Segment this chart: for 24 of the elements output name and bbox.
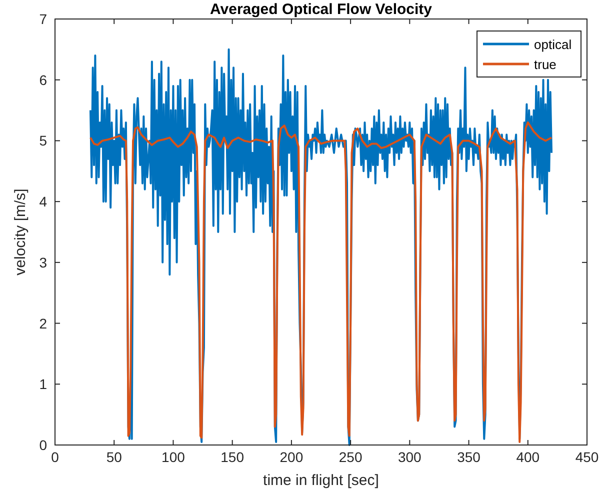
x-tick-label: 450 — [575, 449, 599, 465]
y-axis-title: velocity [m/s] — [12, 188, 29, 276]
x-tick-label: 200 — [280, 449, 304, 465]
x-tick-label: 0 — [51, 449, 60, 465]
line-series — [89, 121, 553, 443]
y-tick-label: 3 — [39, 254, 48, 270]
x-tick-label: 100 — [162, 449, 186, 465]
y-tick-label: 1 — [39, 376, 48, 392]
y-tick-label: 5 — [39, 132, 48, 149]
y-tick-label: 0 — [39, 437, 48, 453]
y-tick-label: 6 — [39, 72, 48, 88]
y-tick-label: 4 — [39, 194, 48, 210]
x-tick-label: 350 — [457, 449, 481, 465]
y-tick-label: 2 — [39, 315, 48, 332]
x-tick-label: 250 — [338, 449, 362, 465]
legend-label: true — [534, 57, 556, 72]
x-axis-title: time in flight [sec] — [263, 472, 379, 489]
legend-label: optical — [534, 37, 572, 52]
x-tick-label: 50 — [106, 449, 122, 465]
y-tick-label: 7 — [39, 11, 48, 27]
x-tick-label: 400 — [516, 449, 540, 465]
x-tick-label: 150 — [220, 449, 244, 465]
x-tick-label: 300 — [398, 449, 422, 465]
chart-title: Averaged Optical Flow Velocity — [210, 1, 433, 18]
